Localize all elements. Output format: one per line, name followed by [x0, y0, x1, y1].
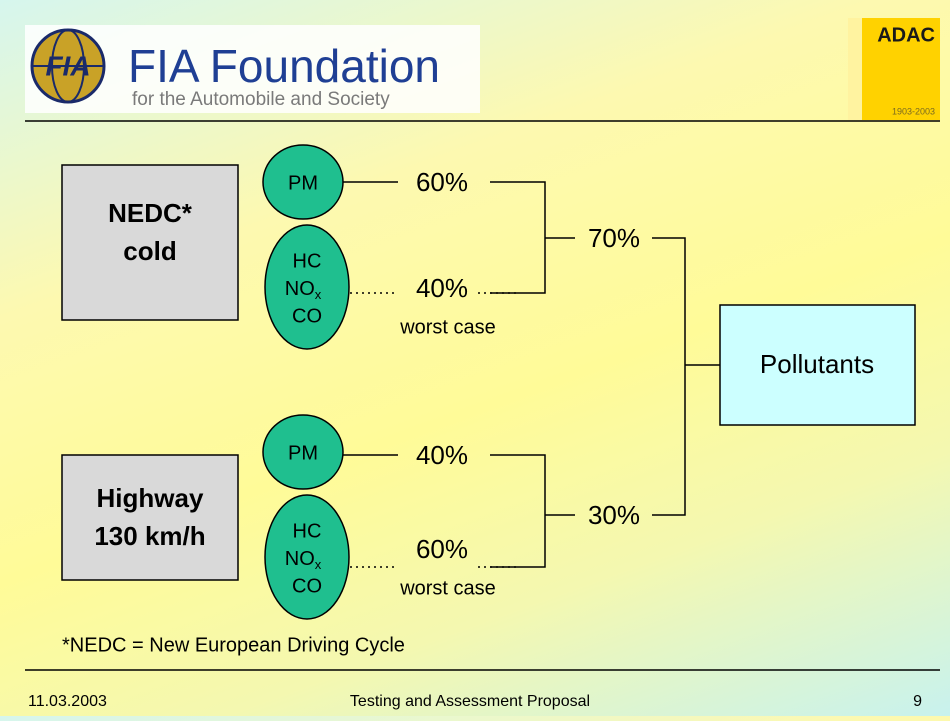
footnote: *NEDC = New European Driving Cycle	[62, 634, 405, 656]
share-label: 40%	[416, 273, 468, 303]
logo-title: FIA Foundation	[128, 40, 440, 92]
gas-label: NO	[285, 548, 315, 570]
note: worst case	[399, 577, 496, 599]
note: worst case	[399, 316, 496, 338]
gas-label: CO	[292, 305, 322, 327]
pm-label: PM	[288, 442, 318, 464]
cycle-label: cold	[123, 236, 176, 266]
share-label: 60%	[416, 534, 468, 564]
logo-subtitle: for the Automobile and Society	[132, 89, 390, 110]
share-label: 30%	[588, 500, 640, 530]
pm-label: PM	[288, 172, 318, 194]
gas-label: CO	[292, 575, 322, 597]
connector	[343, 454, 546, 568]
cycle-box	[61, 454, 239, 581]
gas-node	[264, 224, 350, 350]
gas-label: HC	[293, 520, 322, 542]
result-label: Pollutants	[760, 349, 874, 379]
gas-label: HC	[293, 250, 322, 272]
fia-logo: FIA FIA Foundation for the Automobile an…	[25, 25, 480, 113]
footer-page: 9	[913, 693, 922, 710]
gas-subscript: x	[315, 287, 322, 302]
gas-label: NOx	[285, 278, 322, 302]
share-label: 40%	[416, 440, 468, 470]
share-label: 60%	[416, 167, 468, 197]
adac-text: ADAC	[877, 24, 935, 46]
adac-logo: ADAC 1903-2003	[848, 18, 940, 120]
cycle-label: NEDC*	[108, 198, 193, 228]
gas-label: NO	[285, 278, 315, 300]
footer-date: 11.03.2003	[28, 693, 107, 710]
adac-years: 1903-2003	[892, 106, 935, 116]
pm-node	[262, 414, 344, 490]
cycle-label: Highway	[97, 483, 204, 513]
cycle-box	[61, 164, 239, 321]
gas-node	[264, 494, 350, 620]
result-box	[719, 304, 916, 426]
cycle-label: 130 km/h	[94, 521, 205, 551]
gas-label: NOx	[285, 548, 322, 572]
svg-text:FIA: FIA	[45, 50, 90, 81]
connector	[545, 237, 720, 516]
footer-title: Testing and Assessment Proposal	[350, 693, 590, 710]
gas-subscript: x	[315, 557, 322, 572]
share-label: 70%	[588, 223, 640, 253]
